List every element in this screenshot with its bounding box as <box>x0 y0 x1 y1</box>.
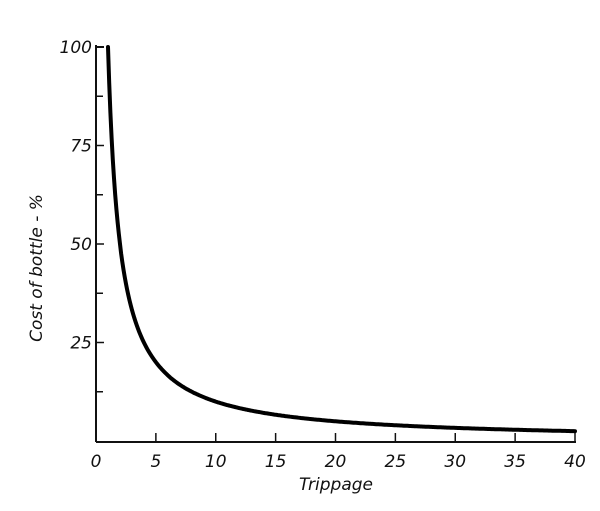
x-tick-label: 40 <box>564 452 586 472</box>
y-tick-label: 100 <box>60 38 92 58</box>
x-tick-label: 35 <box>504 452 526 472</box>
y-tick-label: 75 <box>70 137 92 157</box>
x-tick-label: 15 <box>265 452 287 472</box>
x-axis-title: Trippage <box>299 475 373 495</box>
y-tick-label: 50 <box>70 235 92 255</box>
x-ticks <box>155 433 576 441</box>
axes <box>95 45 576 443</box>
x-tick-label: 5 <box>150 452 161 472</box>
x-tick-label: 25 <box>385 452 407 472</box>
cost-curve <box>106 45 577 434</box>
x-tick-label: 0 <box>91 452 102 472</box>
y-tick-label: 25 <box>70 334 92 354</box>
x-tick-labels: 0 5 10 15 20 25 30 35 40 <box>91 452 586 472</box>
y-axis-title: Cost of bottle - % <box>27 194 47 342</box>
x-tick-label: 20 <box>325 452 347 472</box>
y-tick-labels: 25 50 75 100 <box>60 38 92 354</box>
x-tick-label: 10 <box>205 452 227 472</box>
x-tick-label: 30 <box>444 452 466 472</box>
y-ticks <box>96 46 104 393</box>
